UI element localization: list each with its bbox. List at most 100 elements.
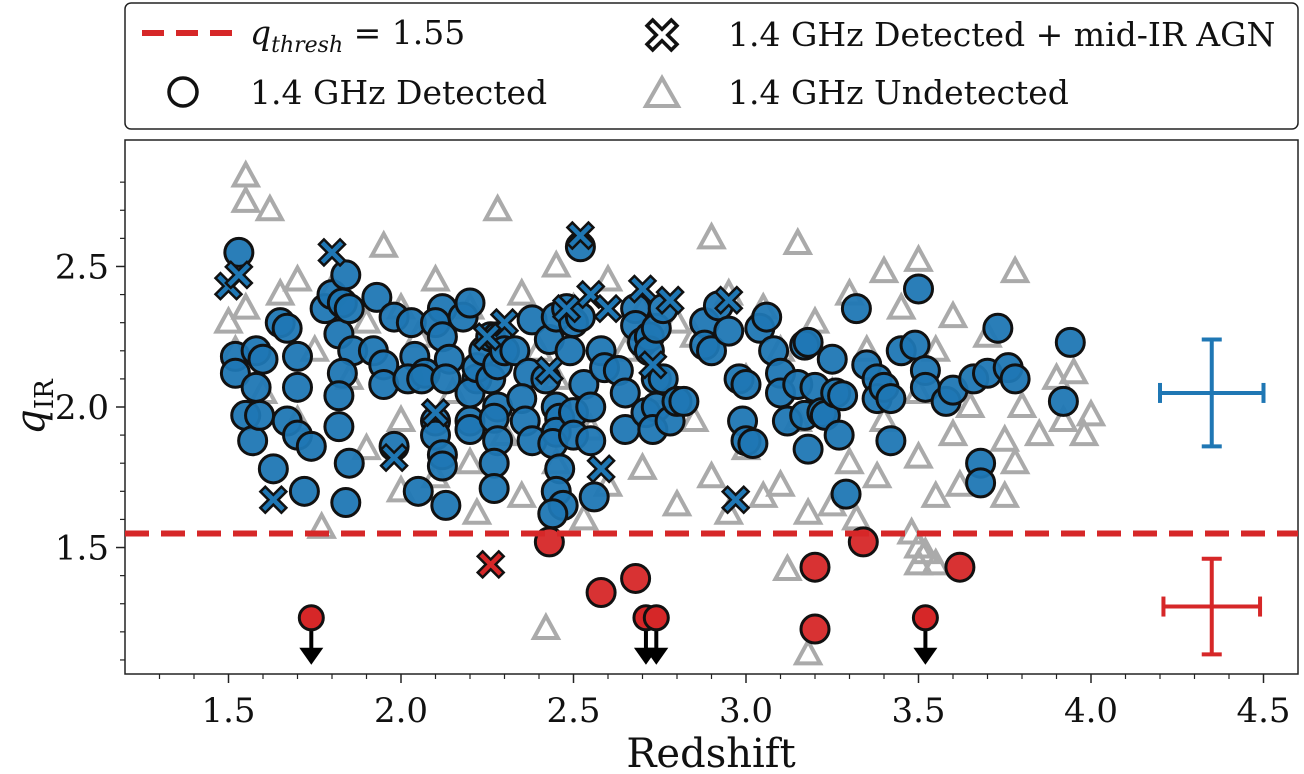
- agn-x: [713, 285, 744, 315]
- upper-limit-arrow-head: [299, 647, 324, 665]
- detected-circle: [668, 385, 700, 417]
- legend-threshold-label: qthresh = 1.55: [250, 13, 465, 58]
- agn-x: [472, 321, 503, 352]
- legend-agn-label: 1.4 GHz Detected + mid-IR AGN: [728, 15, 1275, 54]
- undetected-triangle: [713, 496, 745, 525]
- error-bars: [1158, 337, 1266, 657]
- undetected-triangle: [1068, 417, 1100, 447]
- legend-undetected-marker: [642, 73, 682, 108]
- undetected-triangle: [351, 431, 382, 461]
- detected-circle: [240, 371, 272, 403]
- detected-circle: [713, 315, 745, 347]
- agn-x: [224, 260, 254, 290]
- detected-circle: [323, 411, 355, 443]
- upper-limit-circle: [642, 604, 670, 632]
- detected-circle: [816, 343, 848, 375]
- agn-x: [258, 484, 289, 515]
- detected-circle: [792, 433, 824, 465]
- detected-circle: [554, 335, 586, 367]
- y-tick-label: 1.5: [55, 529, 109, 569]
- x-tick-label: 1.5: [201, 691, 255, 731]
- undetected-triangle: [765, 468, 796, 497]
- detected-circle: [999, 363, 1031, 395]
- detected-circle: [875, 425, 907, 457]
- upper-limit-circle: [911, 604, 939, 632]
- undetected-triangle: [999, 254, 1031, 284]
- detected-circle: [823, 419, 855, 451]
- undetected-triangle: [1006, 389, 1038, 418]
- legend-detected-label: 1.4 GHz Detected: [250, 73, 547, 112]
- undetected-triangle: [213, 305, 244, 334]
- legend-agn-marker: [644, 17, 680, 53]
- detected-circle: [827, 380, 859, 412]
- undetected-triangle: [506, 479, 538, 508]
- detected-circle: [282, 340, 313, 372]
- detected-circle: [1054, 326, 1086, 358]
- detected-circle: [903, 273, 934, 305]
- legend: qthresh = 1.55 1.4 GHz Detected + mid-IR…: [124, 2, 1299, 130]
- agn-x: [586, 454, 616, 484]
- undetected-triangle: [792, 637, 824, 666]
- undetected-triangle: [385, 403, 417, 433]
- detected-circle: [430, 363, 462, 395]
- agn-x: [627, 274, 658, 304]
- detected-circle: [478, 473, 510, 505]
- undetected-triangle: [678, 403, 710, 433]
- agn-x: [420, 397, 451, 428]
- legend-frame: [124, 2, 1299, 130]
- undetected-triangle: [368, 229, 400, 258]
- undetected-triangle: [696, 460, 727, 489]
- detected-circle: [730, 369, 762, 401]
- undetected-triangle: [627, 451, 658, 480]
- y-tick-label: 2.0: [55, 388, 109, 428]
- undetected-triangle: [989, 423, 1021, 452]
- undetected-triangle: [506, 277, 538, 306]
- undetected-triangle: [540, 249, 572, 278]
- undetected-triangle: [747, 479, 779, 508]
- agn-x: [551, 293, 582, 324]
- undetected-triangle: [282, 263, 313, 292]
- agn-x: [593, 293, 623, 324]
- detected-circle: [430, 489, 462, 521]
- agn-x: [534, 355, 565, 386]
- detected-circle: [499, 335, 531, 367]
- undetected-triangle: [885, 291, 917, 320]
- undetected-triangle: [920, 547, 952, 576]
- detected-circle: [875, 383, 907, 415]
- x-tick-label: 3.5: [891, 691, 945, 731]
- undetected-triangle: [910, 535, 941, 565]
- detected-circle: [696, 335, 727, 367]
- detected-circle: [402, 475, 434, 507]
- undetected-triangle: [999, 446, 1031, 475]
- detected-circle: [575, 425, 607, 457]
- legend-undetected-label: 1.4 GHz Undetected: [728, 73, 1069, 112]
- undetected-triangle: [903, 243, 934, 272]
- red-agn-x: [475, 549, 506, 580]
- agn-x: [379, 442, 409, 473]
- undetected-triangle: [937, 417, 969, 447]
- undetected-triangle: [989, 479, 1021, 508]
- y-tick-label: 2.5: [55, 247, 109, 287]
- red-detected-circle: [799, 551, 831, 583]
- undetected-triangle: [782, 226, 814, 255]
- y-axis-label: qIR: [8, 378, 60, 435]
- detected-circle: [247, 343, 279, 375]
- undetected-triangle: [454, 446, 486, 475]
- detected-circle: [295, 430, 327, 462]
- detected-circle: [575, 391, 607, 423]
- detected-circle: [840, 293, 872, 325]
- undetected-triangle: [420, 263, 451, 292]
- detected-circle: [830, 478, 862, 510]
- undetected-triangle: [306, 510, 338, 539]
- undetected-triangle: [568, 502, 600, 531]
- undetected-triangle: [861, 460, 893, 489]
- detected-circle: [244, 399, 276, 431]
- detected-circle: [737, 428, 769, 460]
- red-detected-circle: [585, 576, 617, 608]
- detected-circle: [578, 481, 610, 513]
- data-markers: [125, 159, 1298, 666]
- undetected-triangle: [1048, 403, 1079, 433]
- detected-circle: [792, 326, 824, 358]
- undetected-triangle: [254, 193, 286, 222]
- undetected-triangle: [937, 299, 969, 329]
